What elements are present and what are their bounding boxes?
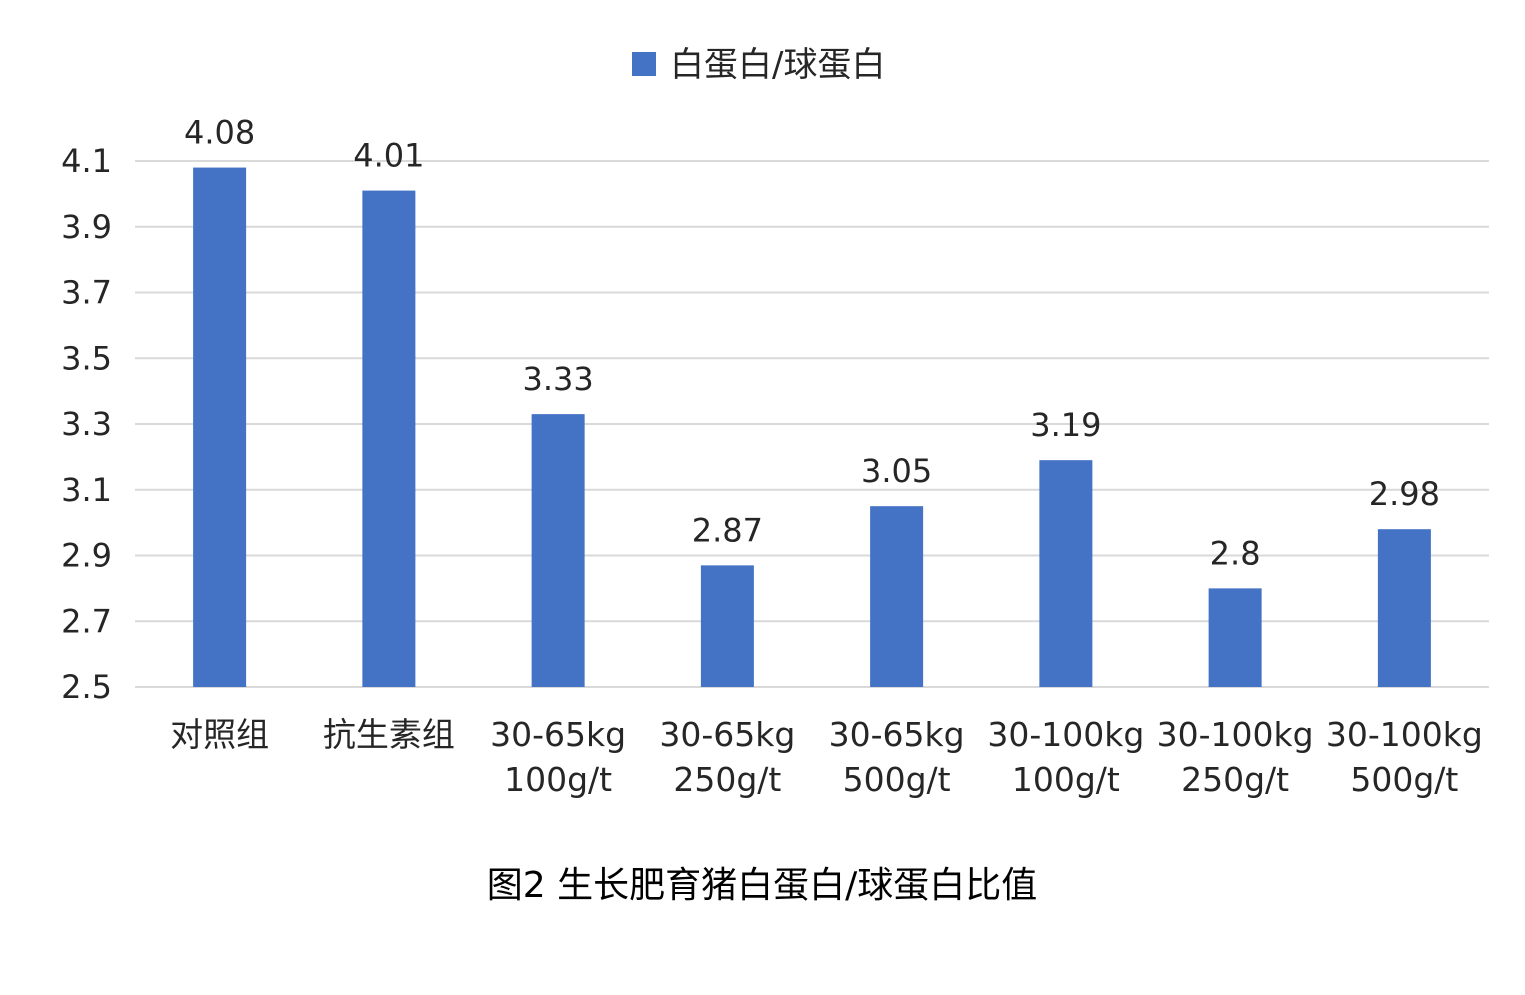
bar bbox=[870, 506, 924, 687]
y-axis-ticks: 2.5 2.7 2.9 3.1 3.3 3.5 3.7 3.9 4.1 bbox=[61, 142, 112, 706]
data-label: 3.33 bbox=[523, 360, 594, 398]
x-category-label: 30-100kg bbox=[987, 715, 1144, 754]
y-tick-label: 3.1 bbox=[61, 471, 112, 509]
legend-label: 白蛋白/球蛋白 bbox=[670, 45, 885, 85]
x-category-label: 30-65kg bbox=[490, 715, 626, 754]
y-tick-label: 4.1 bbox=[61, 142, 112, 180]
x-category-label: 30-100kg bbox=[1326, 715, 1483, 754]
y-tick-label: 3.5 bbox=[61, 339, 112, 377]
bar bbox=[531, 414, 585, 687]
x-category-label: 100g/t bbox=[504, 760, 612, 799]
y-tick-label: 2.9 bbox=[61, 537, 112, 575]
bar bbox=[362, 190, 416, 687]
x-category-label: 30-65kg bbox=[829, 715, 965, 754]
data-labels: 4.08 4.01 3.33 2.87 3.05 3.19 2.8 2.98 bbox=[184, 114, 1440, 573]
x-axis-categories: 对照组 抗生素组 30-65kg 100g/t 30-65kg 250g/t 30-65kg… bbox=[170, 715, 1483, 799]
x-category-label: 抗生素组 bbox=[323, 715, 455, 754]
data-label: 2.8 bbox=[1210, 534, 1261, 572]
figure-caption: 图2 生长肥育猪白蛋白/球蛋白比值 bbox=[487, 865, 1037, 906]
y-tick-label: 2.7 bbox=[61, 602, 112, 640]
data-label: 3.19 bbox=[1030, 406, 1101, 444]
bar bbox=[700, 565, 754, 687]
y-tick-label: 3.3 bbox=[61, 405, 112, 443]
data-label: 3.05 bbox=[861, 452, 932, 490]
x-category-label: 对照组 bbox=[170, 715, 269, 754]
data-label: 2.87 bbox=[692, 511, 763, 549]
x-category-label: 250g/t bbox=[1181, 760, 1289, 799]
y-tick-label: 3.9 bbox=[61, 208, 112, 246]
data-label: 4.01 bbox=[353, 137, 424, 175]
x-category-label: 500g/t bbox=[843, 760, 951, 799]
bar bbox=[1208, 588, 1262, 687]
x-category-label: 30-100kg bbox=[1157, 715, 1314, 754]
x-category-label: 250g/t bbox=[673, 760, 781, 799]
y-tick-label: 3.7 bbox=[61, 274, 112, 312]
bar bbox=[1039, 460, 1093, 687]
data-label: 2.98 bbox=[1369, 475, 1440, 513]
data-label: 4.08 bbox=[184, 114, 255, 152]
x-category-label: 30-65kg bbox=[659, 715, 795, 754]
bar bbox=[1377, 529, 1431, 687]
legend: 白蛋白/球蛋白 bbox=[632, 45, 885, 85]
bar bbox=[193, 167, 247, 687]
legend-swatch-icon bbox=[632, 52, 656, 76]
x-category-label: 100g/t bbox=[1012, 760, 1120, 799]
bars bbox=[193, 167, 1431, 687]
x-category-label: 500g/t bbox=[1350, 760, 1458, 799]
gridlines bbox=[135, 160, 1489, 688]
y-tick-label: 2.5 bbox=[61, 668, 112, 706]
